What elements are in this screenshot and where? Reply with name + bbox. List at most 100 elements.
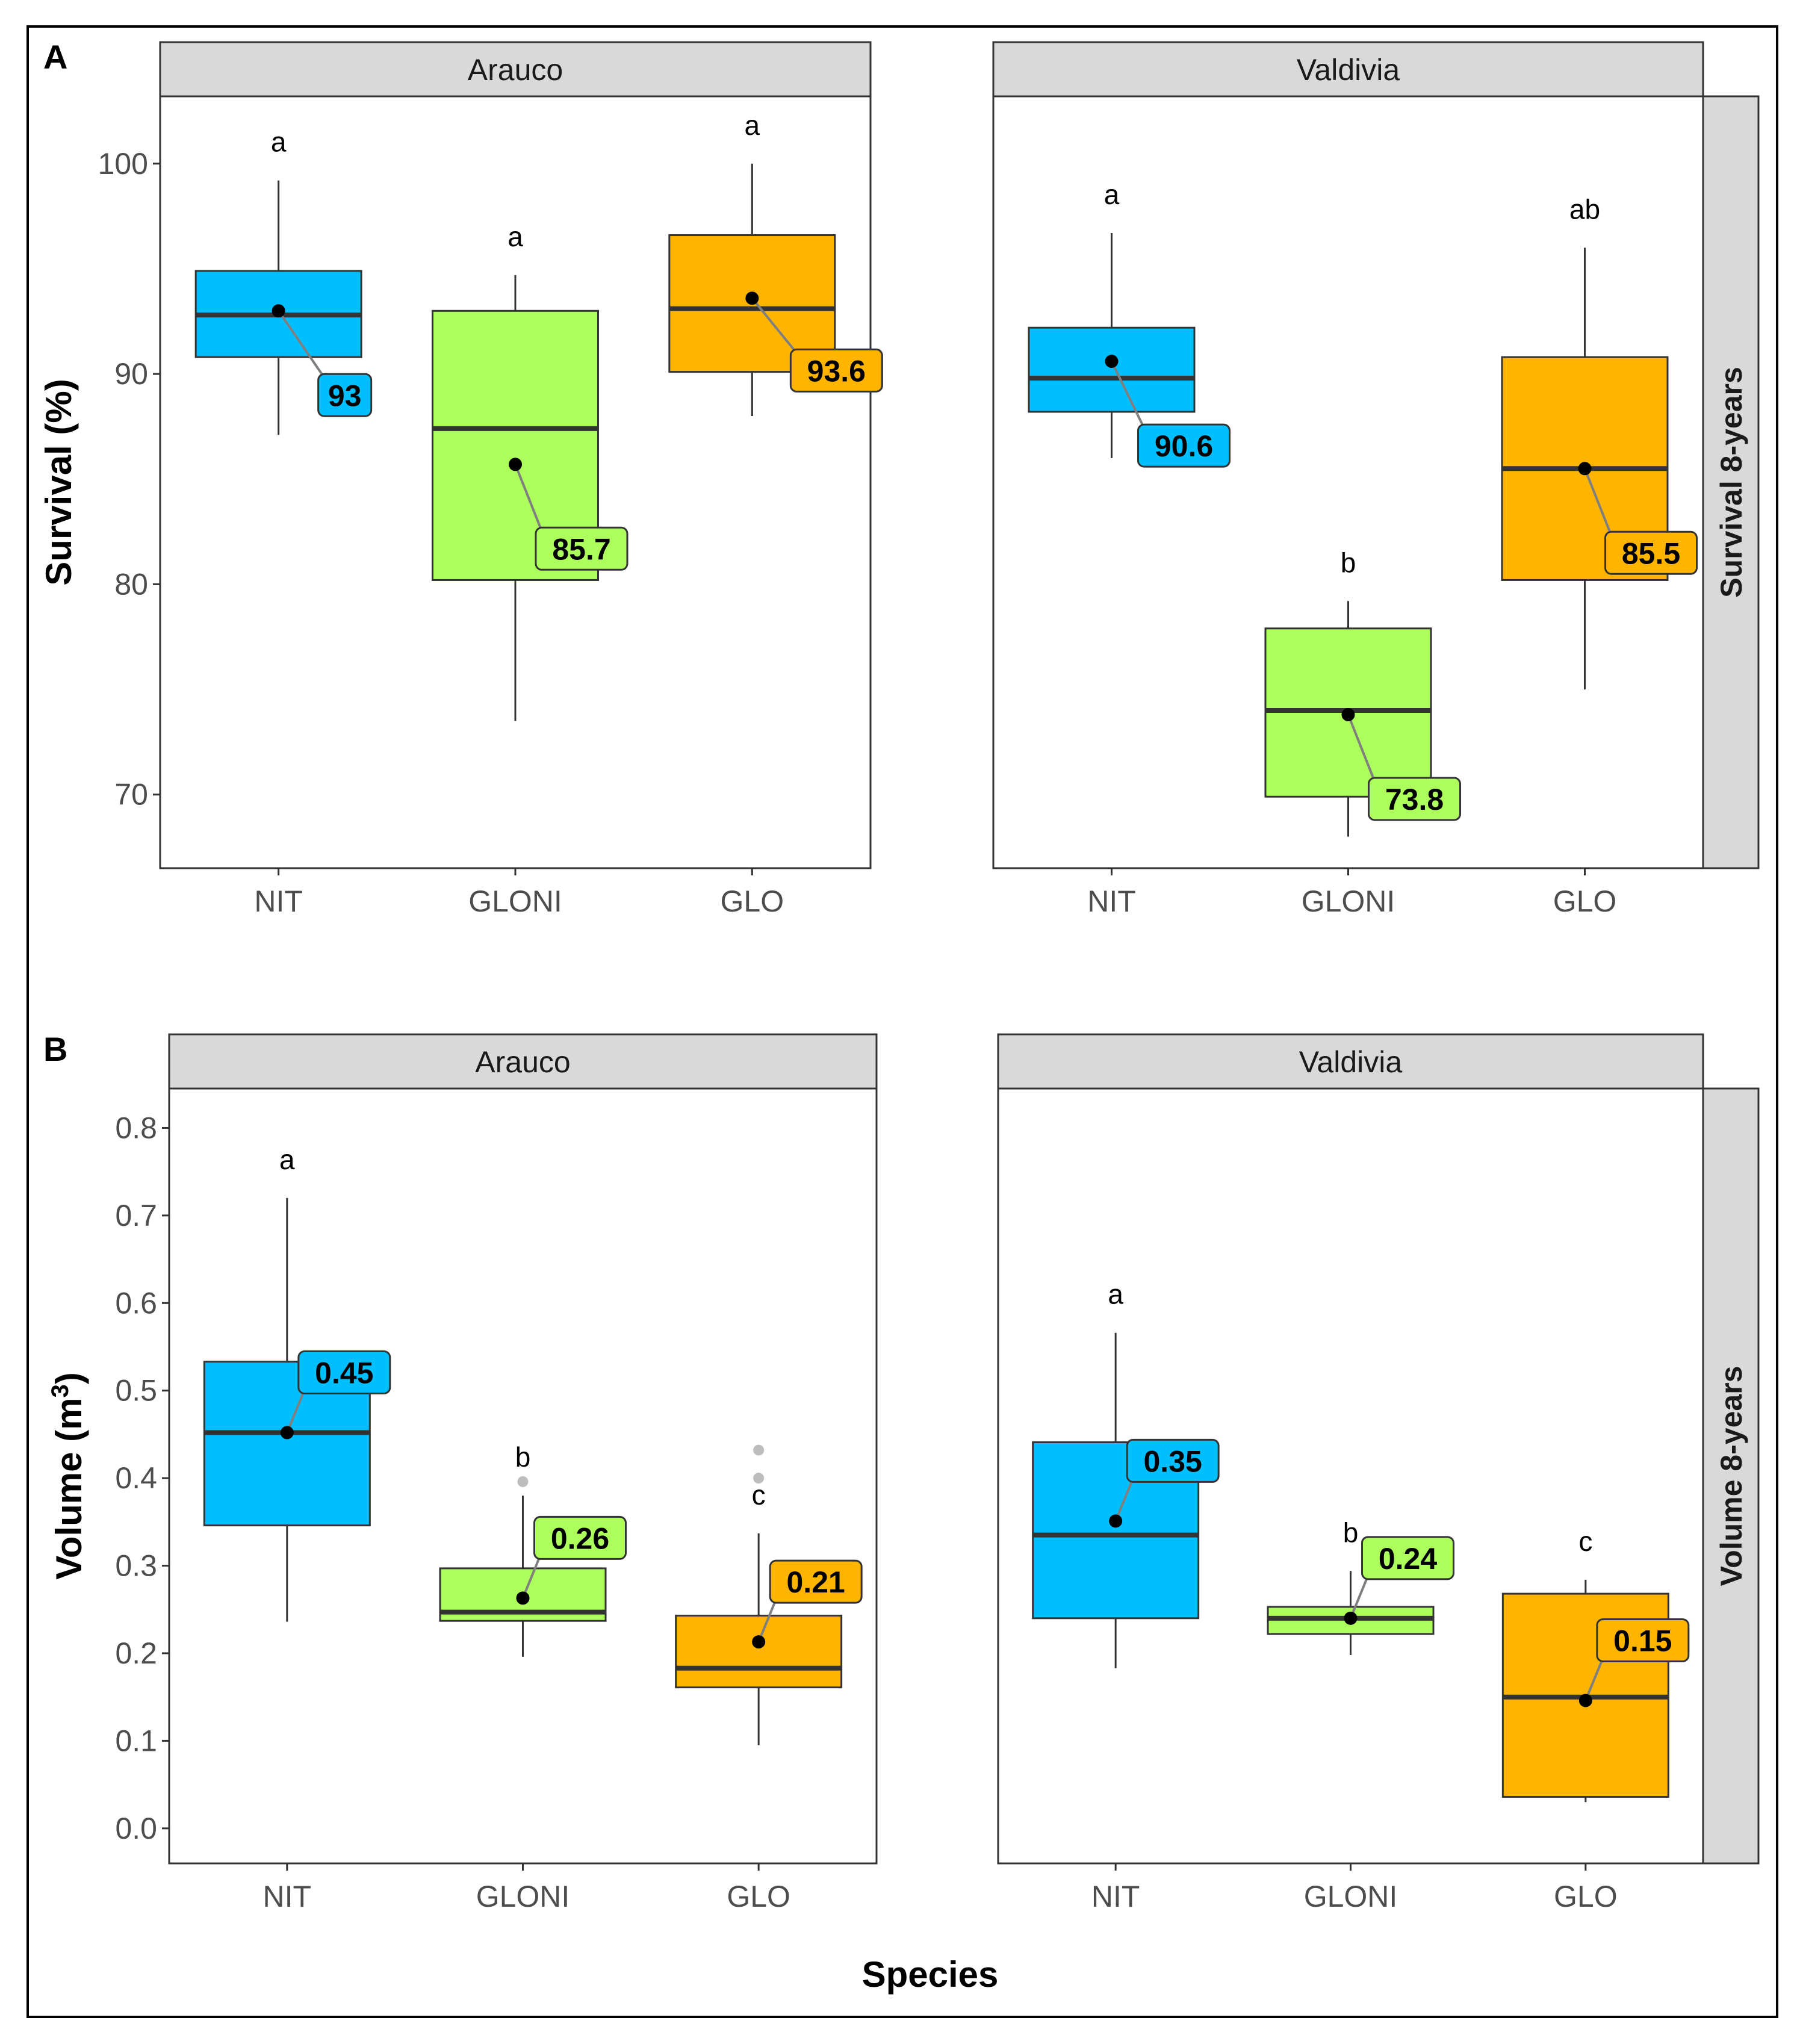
y-tick-label: 0.5	[115, 1374, 157, 1408]
x-tick-label: GLONI	[468, 884, 562, 918]
facet-strip	[992, 41, 1704, 98]
box-gloni: b 0.24	[1267, 1517, 1454, 1655]
mean-label-box	[1604, 530, 1698, 575]
significance-letter: a	[1104, 179, 1120, 210]
facet-strip	[997, 1033, 1704, 1090]
x-tick-label: NIT	[254, 884, 303, 918]
mean-label-leader	[751, 297, 798, 354]
mean-point	[509, 458, 522, 471]
x-tick-label: NIT	[1091, 1880, 1140, 1913]
y-tick-label: 0.0	[115, 1812, 157, 1845]
mean-label-leader	[1347, 714, 1376, 782]
x-tick-label: GLO	[727, 1880, 790, 1913]
box-nit: a 0.35	[1032, 1279, 1220, 1668]
mean-label-box	[1137, 423, 1231, 468]
mean-point	[280, 1426, 294, 1440]
box-glo: c 0.21	[675, 1444, 863, 1745]
box-gloni: b 0.26	[439, 1441, 627, 1657]
mean-label-box	[1596, 1618, 1690, 1663]
significance-letter: a	[271, 126, 287, 158]
mean-point	[1578, 462, 1592, 476]
x-tick-label: NIT	[263, 1880, 312, 1913]
outlier-point	[753, 1444, 765, 1456]
facet-strip-label: Arauco	[475, 1045, 570, 1079]
row-strip-label: Survival 8-years	[1715, 367, 1748, 598]
mean-label-leader	[1110, 361, 1146, 429]
mean-point	[752, 1635, 766, 1649]
figure-border	[26, 25, 1778, 2018]
mean-point	[1109, 1514, 1123, 1528]
y-axis-title: Survival (%)	[39, 379, 79, 585]
x-tick-label: GLO	[1553, 884, 1617, 918]
box-glo: ab 85.5	[1501, 194, 1698, 690]
significance-letter: b	[1341, 547, 1356, 578]
row-strip-label: Volume 8-years	[1715, 1366, 1748, 1586]
facet-strip-label: Valdivia	[1299, 1045, 1403, 1079]
y-tick-label: 70	[114, 778, 148, 812]
mean-label-leader	[514, 464, 543, 532]
mean-label-box	[533, 1515, 627, 1560]
box-iqr	[1028, 326, 1196, 413]
facet-strip	[168, 1033, 878, 1090]
y-tick-label: 0.8	[115, 1111, 157, 1145]
significance-letter: a	[1108, 1279, 1123, 1310]
chart-panel-arauco-survival: A Arauco 70 80 90 100 Survival (%) NIT GLONI GLO a…	[39, 38, 883, 918]
y-tick-label: 0.6	[115, 1286, 157, 1320]
x-axis-title: Species	[862, 1954, 999, 1995]
mean-label-leader	[757, 1598, 778, 1642]
mean-label-box	[1361, 1536, 1454, 1580]
outlier-point	[517, 1476, 529, 1487]
panel-letter: A	[43, 38, 67, 76]
mean-label-leader	[521, 1555, 542, 1599]
y-tick-label: 0.3	[115, 1549, 157, 1583]
box-nit: a 93	[194, 126, 373, 435]
mean-point	[516, 1591, 530, 1605]
mean-label-box	[1368, 777, 1461, 821]
mean-label-box	[1126, 1438, 1220, 1483]
x-tick-label: GLONI	[476, 1880, 570, 1913]
mean-label-leader	[1114, 1477, 1135, 1522]
row-strip	[1702, 1087, 1760, 1865]
facet-strip-label: Valdivia	[1297, 53, 1400, 87]
y-tick-label: 0.1	[115, 1724, 157, 1757]
significance-letter: b	[515, 1441, 531, 1473]
significance-letter: c	[752, 1479, 766, 1511]
box-glo: a 93.6	[668, 110, 883, 416]
y-tick-label: 90	[114, 357, 148, 391]
mean-label-leader	[1349, 1575, 1370, 1619]
panel-letter: B	[43, 1030, 67, 1068]
significance-letter: a	[507, 221, 523, 252]
mean-label: 85.7	[552, 532, 610, 566]
significance-letter: b	[1343, 1517, 1359, 1548]
mean-label: 93	[328, 379, 362, 412]
mean-label: 90.6	[1155, 429, 1213, 463]
y-tick-label: 0.7	[115, 1199, 157, 1232]
x-tick-label: NIT	[1087, 884, 1136, 918]
mean-label: 73.8	[1385, 783, 1444, 816]
mean-label-box	[769, 1559, 863, 1604]
box-gloni: b 73.8	[1264, 547, 1461, 837]
mean-point	[745, 291, 759, 305]
y-tick-label: 0.4	[115, 1461, 157, 1495]
mean-label-box	[297, 1350, 391, 1395]
facet-strip-label: Arauco	[468, 53, 563, 87]
mean-label-box	[317, 373, 373, 417]
y-tick-label: 100	[98, 147, 148, 181]
facet-strip	[159, 41, 872, 98]
mean-label: 85.5	[1622, 536, 1680, 570]
significance-letter: a	[745, 110, 760, 141]
mean-label: 0.24	[1379, 1542, 1438, 1576]
mean-label-box	[789, 348, 883, 393]
row-strip	[1702, 95, 1760, 869]
x-tick-label: GLONI	[1302, 884, 1395, 918]
y-axis-title: Volume (m3)	[47, 1372, 89, 1580]
box-gloni: a 85.7	[432, 221, 628, 721]
box-iqr	[675, 1614, 843, 1689]
box-nit: a 90.6	[1028, 179, 1231, 468]
box-nit: a 0.45	[203, 1144, 391, 1622]
mean-label: 0.26	[551, 1521, 609, 1555]
significance-letter: a	[279, 1144, 295, 1175]
box-glo: c 0.15	[1501, 1526, 1690, 1803]
